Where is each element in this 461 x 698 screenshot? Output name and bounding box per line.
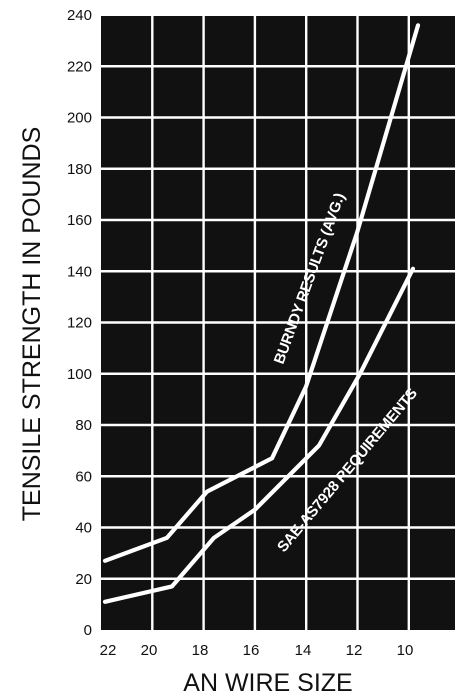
y-axis-ticks: 0 20 40 60 80 100 120 140 160 180 200 220 240 bbox=[67, 7, 92, 639]
y-tick-label: 100 bbox=[67, 366, 92, 383]
y-tick-label: 60 bbox=[75, 468, 92, 485]
y-tick-label: 40 bbox=[75, 520, 92, 537]
y-tick-label: 220 bbox=[67, 58, 92, 75]
x-tick-label: 16 bbox=[243, 642, 260, 659]
grid-lines bbox=[101, 16, 455, 630]
y-tick-label: 140 bbox=[67, 263, 92, 280]
series-lines bbox=[102, 23, 421, 604]
x-tick-label: 22 bbox=[100, 642, 117, 659]
y-tick-label: 200 bbox=[67, 110, 92, 127]
y-axis-label: TENSILE STRENGTH IN POUNDS bbox=[18, 127, 46, 522]
y-tick-label: 20 bbox=[75, 571, 92, 588]
y-tick-label: 160 bbox=[67, 212, 92, 229]
x-axis-ticks: 22 20 18 16 14 12 10 bbox=[100, 642, 414, 659]
y-tick-label: 180 bbox=[67, 161, 92, 178]
y-tick-label: 120 bbox=[67, 315, 92, 332]
y-tick-label: 80 bbox=[75, 417, 92, 434]
x-tick-label: 18 bbox=[192, 642, 209, 659]
y-tick-label: 240 bbox=[67, 7, 92, 24]
y-tick-label: 0 bbox=[84, 622, 92, 639]
x-tick-label: 14 bbox=[295, 642, 312, 659]
x-tick-label: 12 bbox=[346, 642, 363, 659]
series-line-1 bbox=[102, 23, 421, 563]
x-tick-label: 20 bbox=[141, 642, 158, 659]
x-axis-label: AN WIRE SIZE bbox=[183, 669, 352, 697]
series-line-2 bbox=[102, 266, 416, 604]
x-tick-label: 10 bbox=[397, 642, 414, 659]
